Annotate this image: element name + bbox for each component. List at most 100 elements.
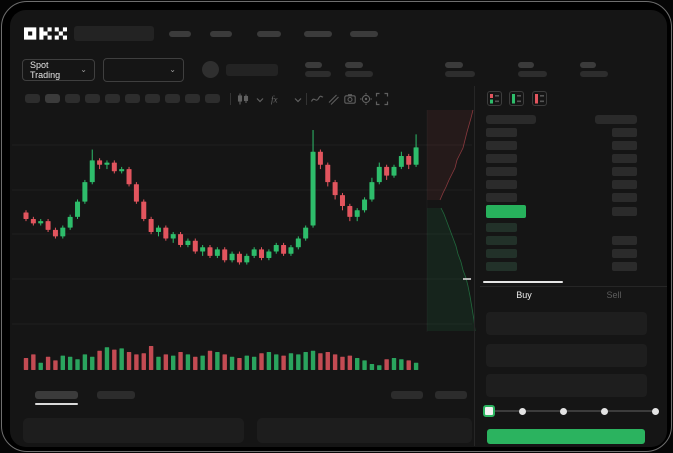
timeframe-button[interactable] [25, 94, 40, 103]
nav-item-3[interactable] [257, 31, 281, 37]
bottom-tab[interactable] [97, 391, 135, 399]
timeframe-button[interactable] [205, 94, 220, 103]
candle-body [236, 253, 242, 263]
candle-body [222, 249, 228, 261]
stat-label [445, 62, 463, 68]
candle-body [317, 151, 323, 165]
orderbook-ask-price[interactable] [486, 167, 517, 176]
stat-value [445, 71, 475, 77]
orderbook-bid-amount [612, 249, 637, 258]
volume-bar [60, 355, 65, 370]
indicators-fx-icon[interactable]: fx [269, 92, 283, 106]
volume-bar [156, 356, 161, 370]
volume-bar [75, 359, 80, 370]
nav-item-4[interactable] [304, 31, 332, 37]
volume-bars [23, 346, 419, 370]
orderbook-bid-price[interactable] [486, 223, 517, 232]
chevron-down-icon[interactable] [253, 93, 267, 107]
bottom-action[interactable] [435, 391, 467, 399]
orderbook-ask-price[interactable] [486, 141, 517, 150]
bottom-action[interactable] [391, 391, 423, 399]
market-type-selector[interactable]: Spot Trading ⌄ [22, 59, 95, 81]
volume-bar [325, 352, 330, 370]
total-input[interactable] [486, 374, 647, 397]
camera-snapshot-icon[interactable] [343, 92, 357, 106]
pair-selector[interactable]: ⌄ [103, 58, 184, 82]
trading-app-screen: Spot Trading ⌄ ⌄ [10, 10, 667, 447]
orderbook-ask-price[interactable] [486, 154, 517, 163]
settings-gear-icon[interactable] [359, 92, 373, 106]
trendline-tool-icon[interactable] [310, 92, 324, 106]
nav-item-1[interactable] [169, 31, 191, 37]
candles[interactable] [23, 130, 419, 265]
fullscreen-icon[interactable] [375, 92, 389, 106]
timeframe-button[interactable] [165, 94, 180, 103]
volume-bar [355, 358, 360, 370]
orderbook-rows [480, 10, 667, 310]
orderbook-last-price-bar[interactable] [486, 205, 526, 218]
orderbook-amount-header [595, 115, 637, 124]
nav-item-2[interactable] [210, 31, 232, 37]
orderbook-ask-price[interactable] [486, 180, 517, 189]
candle-body [155, 227, 161, 233]
tab-buy[interactable]: Buy [516, 290, 532, 300]
current-price-marker [463, 278, 471, 280]
orderbook-bid-price[interactable] [486, 249, 517, 258]
orderbook-ask-price[interactable] [486, 193, 517, 202]
toolbar-divider [230, 93, 231, 105]
okx-logo[interactable] [24, 27, 67, 40]
orderbook-bid-price[interactable] [486, 262, 517, 271]
candle-body [38, 221, 44, 224]
candle-body [75, 201, 81, 217]
slider-stop-75[interactable] [601, 408, 608, 415]
bottom-panel-right [257, 418, 472, 443]
price-chart[interactable] [10, 10, 667, 447]
slider-stop-25[interactable] [519, 408, 526, 415]
chart-type-candles-icon[interactable] [236, 92, 250, 106]
candle-body [347, 205, 353, 217]
candle-body [362, 199, 368, 211]
timeframe-button[interactable] [145, 94, 160, 103]
slider-handle[interactable] [483, 405, 495, 417]
stat-value [518, 71, 547, 77]
timeframe-button[interactable] [125, 94, 140, 103]
amount-slider-track[interactable] [489, 410, 659, 412]
volume-bar [222, 354, 227, 370]
candle-body [60, 227, 66, 237]
volume-bar [377, 365, 382, 370]
drawing-tools-icon[interactable] [326, 92, 340, 106]
volume-bar [90, 356, 95, 370]
candle-body [178, 234, 184, 246]
slider-stop-100[interactable] [652, 408, 659, 415]
orderbook-ask-price[interactable] [486, 128, 517, 137]
gridlines [12, 144, 472, 325]
bottom-tab-active[interactable] [35, 391, 78, 399]
timeframe-button[interactable] [105, 94, 120, 103]
volume-bar [303, 352, 308, 370]
timeframe-button-active[interactable] [45, 94, 60, 103]
candle-body [244, 255, 250, 263]
buy-button[interactable] [487, 429, 645, 444]
orderbook-view-bids-icon[interactable] [509, 91, 524, 106]
volume-bar [200, 355, 205, 370]
stat-value [345, 71, 373, 77]
orderbook-bid-amount [612, 236, 637, 245]
price-input[interactable] [486, 312, 647, 335]
chevron-down-icon[interactable] [291, 93, 305, 107]
volume-bar [310, 350, 316, 370]
candle-body [303, 227, 309, 239]
orderbook-view-asks-icon[interactable] [532, 91, 547, 106]
volume-bar [104, 347, 110, 370]
amount-input[interactable] [486, 344, 647, 367]
timeframe-button[interactable] [65, 94, 80, 103]
nav-item-5[interactable] [350, 31, 378, 37]
orderbook-bid-price[interactable] [486, 236, 517, 245]
timeframe-button[interactable] [85, 94, 100, 103]
volume-bar [384, 359, 389, 370]
search-bar[interactable] [74, 26, 154, 41]
volume-bar [318, 353, 323, 370]
timeframe-button[interactable] [185, 94, 200, 103]
tab-sell[interactable]: Sell [606, 290, 622, 300]
orderbook-view-both-icon[interactable] [487, 91, 502, 106]
slider-stop-50[interactable] [560, 408, 567, 415]
